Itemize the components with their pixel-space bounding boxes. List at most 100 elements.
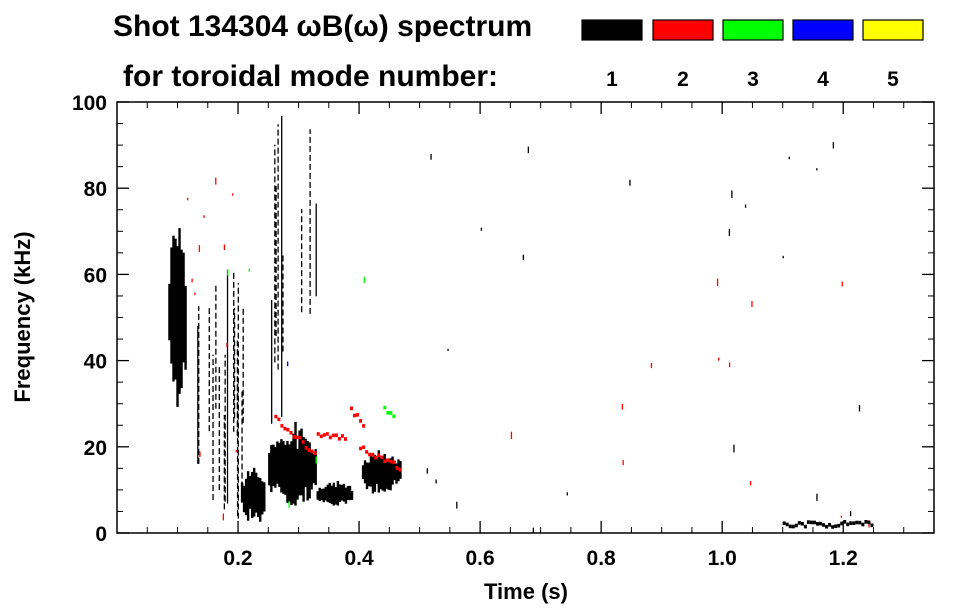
spectrum-mark (328, 435, 332, 440)
spectrum-mark (322, 433, 326, 437)
spectrum-mark (316, 432, 320, 436)
x-axis-label: Time (s) (484, 579, 568, 604)
spectrum-mark (367, 462, 371, 487)
spectrum-mark (282, 441, 285, 494)
spectrum-mark (819, 521, 823, 526)
spectrum-mark (806, 520, 810, 524)
y-axis-label: Frequency (kHz) (10, 231, 35, 402)
spectrum-mark (348, 485, 352, 501)
spectrum-mark (180, 249, 183, 388)
spectrum-mark (816, 522, 820, 526)
spectrum-mark (280, 424, 284, 428)
spectrum-mark (800, 521, 804, 526)
legend-swatch-mode-5 (862, 19, 924, 41)
chart-subtitle: for toroidal mode number: (123, 60, 498, 93)
spectrum-mark (254, 472, 258, 513)
y-tick-label: 40 (84, 351, 107, 374)
spectrum-mark (392, 460, 396, 464)
spectrum-mark (391, 456, 394, 485)
spectrum-mark (252, 467, 256, 517)
spectrum-mark (288, 444, 291, 503)
spectrum-mark (296, 448, 299, 500)
feature-10-mode-2-chirp (359, 445, 402, 472)
spectrum-mark (304, 445, 308, 450)
feature-15-mode-1-specks (426, 142, 861, 534)
spectrum-mark (290, 441, 293, 506)
spectrum-mark (174, 238, 177, 380)
spectrum-mark (389, 411, 393, 415)
y-tick-label: 80 (84, 178, 107, 201)
spectrum-mark (250, 471, 254, 518)
spectrum-mark (280, 439, 283, 493)
spectrum-mark (268, 453, 271, 486)
spectrum-mark (318, 487, 321, 501)
spectrum-mark (330, 485, 334, 505)
spectrum-mark (319, 434, 323, 439)
spectrum-mark (320, 488, 323, 501)
spectrum-mark (338, 484, 342, 502)
spectrum-mark (182, 252, 185, 363)
spectrum-mark (867, 520, 871, 525)
spectrum-mark (283, 426, 287, 431)
feature-3-mode-1-blob (268, 421, 317, 506)
spectrum-mark (314, 449, 317, 486)
spectrum-mark (331, 433, 335, 438)
spectrum-mark (337, 436, 341, 441)
spectrum-mark (381, 456, 384, 491)
spectrum-mark (324, 486, 327, 501)
x-tick-label: 0.6 (466, 547, 495, 570)
spectrum-mark (828, 522, 832, 527)
spectrum-mark (302, 437, 305, 502)
spectrum-mark (307, 448, 311, 452)
spectrum-mark (785, 522, 789, 527)
spectrum-mark (343, 437, 347, 441)
feature-9-mode-2-chirp (350, 406, 366, 428)
spectrum-mark (176, 246, 179, 407)
spectrum-mark (371, 452, 375, 457)
spectrum-mark (362, 424, 366, 428)
spectrum-mark (332, 482, 336, 506)
spectrum-mark (809, 520, 813, 525)
spectrum-mark (373, 454, 377, 492)
axes: 0.2 0.4 0.6 0.8 1.0 1.2 0 20 40 60 80 100 (72, 92, 934, 570)
spectrum-mark (286, 427, 290, 432)
spectrum-mark (861, 522, 865, 527)
spectrum-mark (393, 460, 396, 481)
spectrum-mark (794, 523, 798, 528)
spectrum-mark (301, 440, 305, 444)
spectrum-mark (834, 524, 838, 529)
spectrum-mark (369, 455, 373, 487)
x-tick-label: 1.0 (708, 547, 737, 570)
spectrum-mark (374, 455, 378, 460)
spectrum-mark (274, 414, 278, 419)
y-tick-label: 100 (72, 92, 107, 115)
spectrum-mark (855, 520, 859, 525)
feature-16-mode-2-specks (510, 278, 870, 528)
feature-12-mode-3-specks (227, 268, 365, 508)
spectrum-mark (389, 458, 392, 491)
spectrum-mark (328, 482, 332, 503)
spectrum-mark (308, 442, 311, 499)
spectrum-mark (276, 441, 279, 484)
feature-17-mode-1-line (782, 520, 874, 529)
feature-8-mode-2-line (316, 432, 347, 441)
spectrum-mark (274, 446, 277, 488)
spectrum-mark (365, 450, 369, 454)
spectrum-mark (286, 440, 289, 503)
spectrum-mark (310, 451, 313, 490)
legend-label-mode-1: 1 (606, 68, 618, 91)
spectrum-mark (172, 235, 175, 382)
spectrum-mark (398, 467, 402, 472)
spectrum-mark (334, 486, 338, 505)
spectrum-mark (289, 431, 293, 435)
y-tick-label: 20 (84, 437, 107, 460)
plot-area-frame (116, 101, 935, 534)
spectrum-mark (849, 521, 853, 525)
spectrum-mark (359, 446, 363, 451)
spectrum-mark (870, 523, 874, 528)
feature-2-mode-1-blob (240, 467, 266, 522)
spectrum-mark (292, 433, 295, 504)
spectrum-mark (377, 453, 381, 458)
spectrum-mark (864, 520, 868, 524)
